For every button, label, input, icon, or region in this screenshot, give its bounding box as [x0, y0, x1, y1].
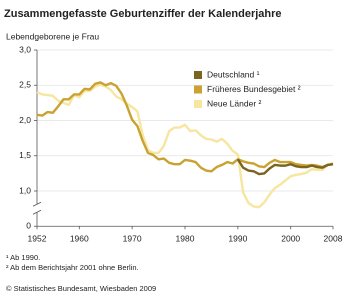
y-tick-label: 1,0	[19, 185, 31, 195]
y-tick-label: 3,0	[19, 44, 31, 54]
y-tick-label: 2,0	[19, 115, 31, 125]
y-tick-label: 2,5	[19, 80, 31, 90]
series-line	[36, 83, 334, 209]
legend-label: Neue Länder ²	[207, 98, 262, 108]
y-tick-label: 0	[26, 221, 31, 231]
x-tick-label: 1990	[228, 234, 247, 244]
series-line	[236, 158, 334, 176]
x-tick-label: 2000	[281, 234, 300, 244]
chart-title: Zusammengefasste Geburtenziffer der Kale…	[4, 8, 282, 20]
x-tick-label: 1952	[28, 234, 47, 244]
series-line	[36, 81, 334, 173]
axis-break	[32, 201, 42, 215]
legend-label: Deutschland ¹	[207, 69, 260, 79]
legend-swatch	[194, 85, 202, 94]
legend-label: Früheres Bundesgebiet ²	[207, 84, 301, 94]
footnote: ² Ab dem Berichtsjahr 2001 ohne Berlin.	[6, 263, 139, 272]
x-tick-label: 1980	[176, 234, 195, 244]
x-tick-label: 2008	[324, 234, 343, 244]
footnote: ¹ Ab 1990.	[6, 253, 40, 262]
y-axis-label: Lebendgeborene je Frau	[6, 31, 99, 41]
x-tick-label: 1970	[123, 234, 142, 244]
legend-swatch	[194, 100, 202, 108]
source: © Statistisches Bundesamt, Wiesbaden 200…	[6, 284, 156, 293]
x-tick-label: 1960	[70, 234, 89, 244]
y-tick-label: 1,5	[19, 150, 31, 160]
legend-swatch	[194, 71, 202, 79]
